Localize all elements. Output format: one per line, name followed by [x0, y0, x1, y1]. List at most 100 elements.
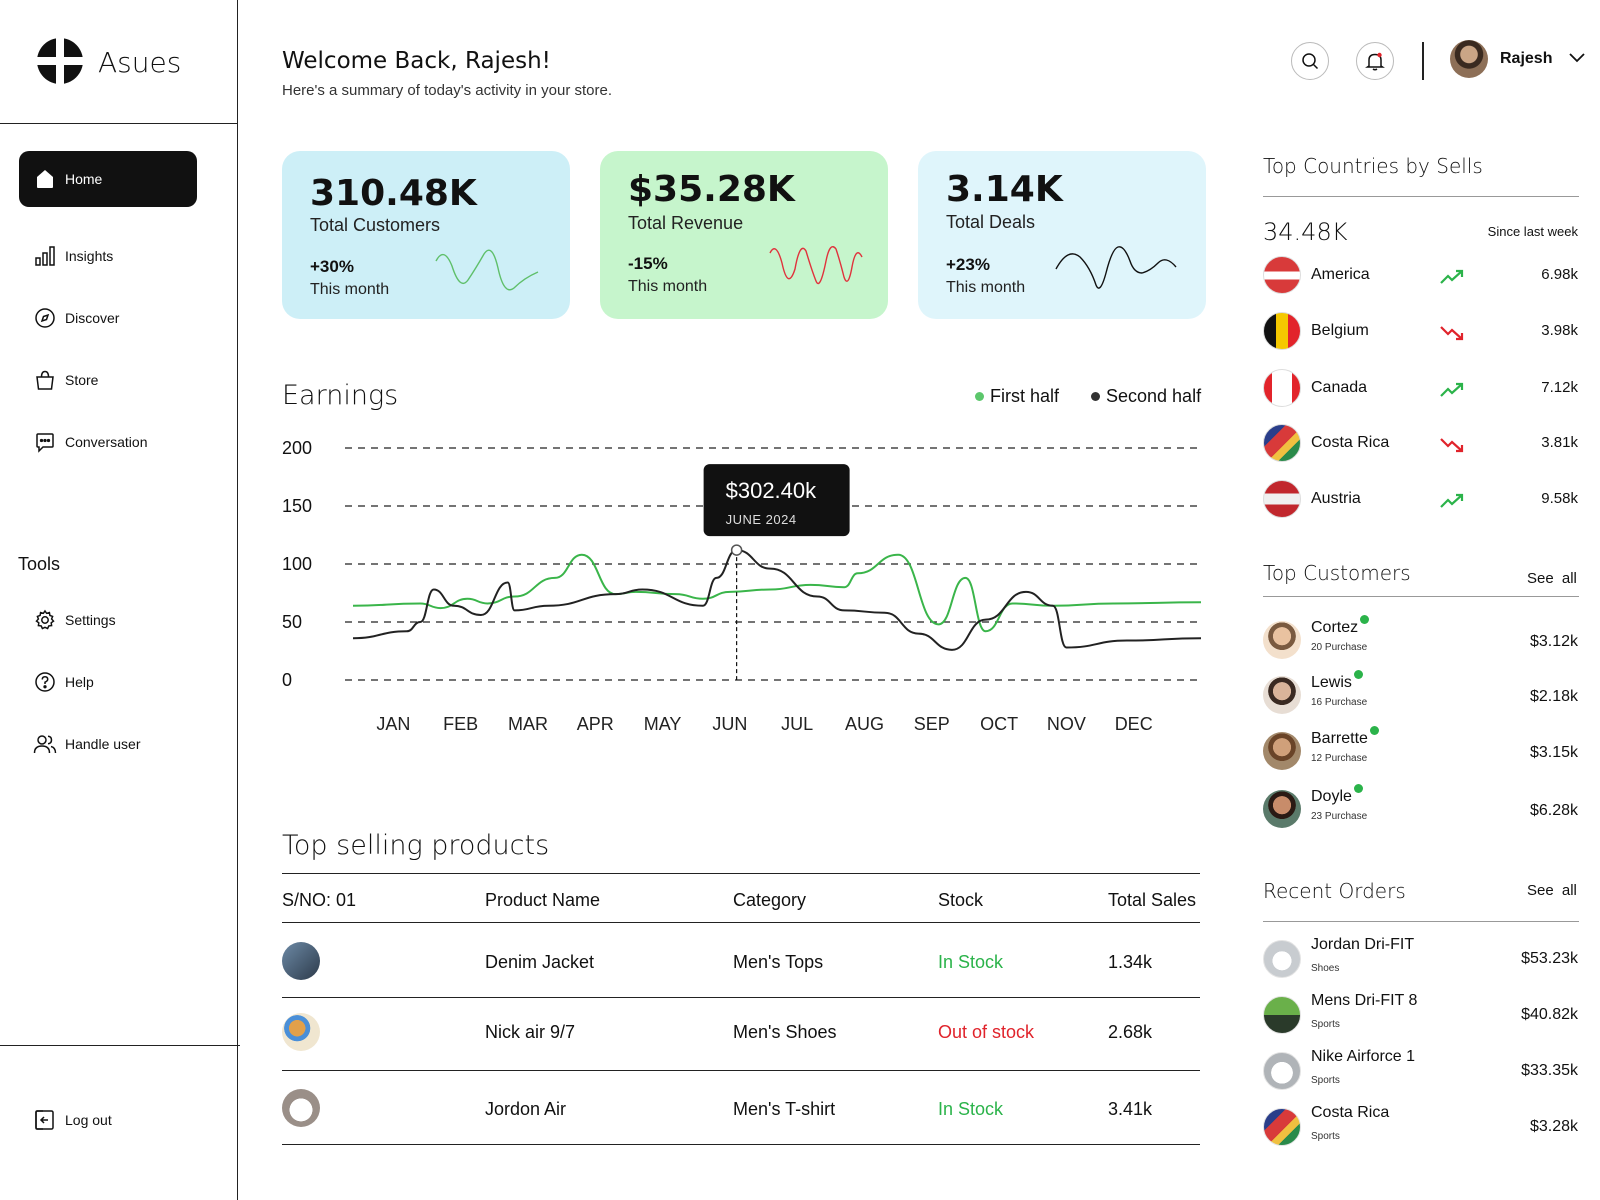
product-sales: 2.68k [1108, 1022, 1153, 1042]
sidebar-item-conversation[interactable]: Conversation [19, 414, 197, 470]
column-header-sno[interactable]: S/NO: 01 [282, 890, 357, 910]
order-category: Sports [1311, 1075, 1340, 1086]
order-name: Costa Rica [1311, 1104, 1390, 1121]
stat-card-revenue[interactable]: $35.28K Total Revenue -15% This month [600, 151, 888, 319]
order-name: Mens Dri-FIT 8 [1311, 992, 1418, 1009]
search-button[interactable] [1291, 42, 1329, 80]
sidebar: Asues Home Insights Discover Store Conve… [0, 0, 240, 1200]
country-name: Canada [1311, 379, 1368, 396]
trend-down-icon [1440, 438, 1464, 453]
countries-total: 34.48K [1263, 218, 1348, 246]
users-icon [33, 732, 57, 756]
sidebar-item-discover[interactable]: Discover [19, 290, 197, 346]
order-image [1263, 940, 1301, 978]
column-header-total-sales[interactable]: Total Sales [1108, 890, 1197, 910]
order-name: Nike Airforce 1 [1311, 1048, 1416, 1065]
stat-card-deals[interactable]: 3.14K Total Deals +23% This month [918, 151, 1206, 319]
country-name: Austria [1311, 490, 1361, 507]
legend-dot [975, 392, 984, 401]
customers-see-all-link[interactable]: See all [1527, 570, 1577, 587]
avatar[interactable] [1450, 40, 1488, 78]
stat-label: Total Deals [946, 212, 1036, 232]
customer-value: $3.15k [1529, 744, 1578, 761]
trend-up-icon [1440, 269, 1464, 284]
product-name: Nick air 9/7 [485, 1022, 576, 1042]
product-name: Denim Jacket [485, 952, 595, 972]
series-line-first-half [352, 553, 1202, 633]
stat-change: +30% [310, 257, 354, 276]
country-flag [1263, 312, 1301, 350]
annotation-point [730, 544, 743, 556]
x-tick-label: JUN [712, 714, 747, 734]
order-image [1263, 996, 1301, 1034]
customer-name-wrap: Lewis [1311, 670, 1363, 692]
product-thumbnail [282, 1089, 320, 1127]
sidebar-item-label: Conversation [65, 434, 148, 450]
sidebar-item-store[interactable]: Store [19, 352, 197, 408]
stat-card-customers[interactable]: 310.48K Total Customers +30% This month [282, 151, 570, 319]
customer-purchases: 20 Purchase [1311, 642, 1368, 653]
customer-name-wrap: Doyle [1311, 784, 1363, 806]
sidebar-item-help[interactable]: Help [19, 654, 197, 710]
country-value: 7.12k [1541, 379, 1578, 396]
sidebar-item-handle-user[interactable]: Handle user [19, 716, 197, 772]
column-header-product-name[interactable]: Product Name [485, 890, 601, 910]
stat-period: This month [628, 278, 708, 295]
order-value: $40.82k [1521, 1006, 1578, 1023]
table-row-divider [282, 997, 1200, 998]
logo-area: Asues [0, 0, 237, 124]
customer-avatar [1263, 676, 1301, 714]
countries-since: Since last week [1487, 224, 1578, 239]
y-tick-label: 150 [282, 496, 312, 516]
x-tick-label: SEP [914, 714, 950, 734]
country-name: Costa Rica [1311, 434, 1390, 451]
table-top-line [282, 873, 1200, 874]
orders-see-all-link[interactable]: See all [1527, 882, 1577, 899]
search-icon [1302, 53, 1319, 70]
series-line-second-half [352, 549, 1202, 651]
bell-icon [1365, 52, 1385, 71]
stat-label: Total Revenue [628, 213, 744, 233]
customer-name: Lewis [1311, 674, 1352, 691]
legend-first-half[interactable]: First half [975, 386, 1059, 407]
verified-badge-icon [1353, 670, 1363, 679]
countries-divider [1263, 196, 1579, 197]
home-icon [33, 167, 57, 191]
sidebar-item-settings[interactable]: Settings [19, 592, 197, 648]
column-header-stock[interactable]: Stock [938, 890, 984, 910]
chevron-down-icon[interactable] [1568, 52, 1586, 64]
customer-purchases: 16 Purchase [1311, 697, 1368, 708]
customer-name-wrap: Cortez [1311, 615, 1370, 637]
product-category: Men's T-shirt [733, 1099, 836, 1119]
stat-change: +23% [946, 255, 990, 274]
country-value: 9.58k [1541, 490, 1578, 507]
trend-path [1440, 493, 1464, 508]
trend-up-icon [1440, 493, 1464, 508]
page-subtitle: Here's a summary of today's activity in … [282, 82, 613, 99]
product-stock: In Stock [938, 1099, 1004, 1119]
trend-path [1440, 326, 1464, 341]
trend-path [1440, 382, 1464, 397]
legend-second-half[interactable]: Second half [1091, 386, 1201, 407]
order-image [1263, 1108, 1301, 1146]
countries-title: Top Countries by Sells [1263, 154, 1483, 178]
product-stock: Out of stock [938, 1022, 1035, 1042]
legend-label: First half [990, 386, 1060, 406]
sidebar-item-home[interactable]: Home [19, 151, 197, 207]
help-icon [33, 670, 57, 694]
country-value: 3.81k [1541, 434, 1578, 451]
tools-heading: Tools [18, 554, 61, 574]
logout-button[interactable]: Log out [19, 1092, 197, 1148]
user-name[interactable]: Rajesh [1500, 50, 1553, 67]
customer-name: Cortez [1311, 619, 1359, 636]
sidebar-item-insights[interactable]: Insights [19, 228, 197, 284]
column-header-category[interactable]: Category [733, 890, 807, 910]
x-tick-label: MAY [644, 714, 682, 734]
notifications-button[interactable] [1356, 42, 1394, 80]
tooltip-value: $302.40k [726, 478, 818, 503]
customer-value: $6.28k [1529, 802, 1578, 819]
stat-value: 310.48K [310, 173, 477, 214]
sidebar-divider [0, 1045, 240, 1046]
product-sales: 1.34k [1108, 952, 1153, 972]
product-category: Men's Shoes [733, 1022, 837, 1042]
